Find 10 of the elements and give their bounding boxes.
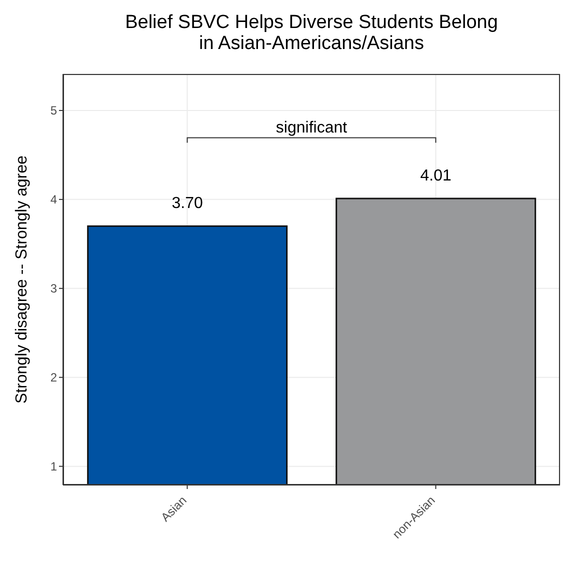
data-label: 4.01 xyxy=(420,168,452,185)
y-tick-label: 3 xyxy=(50,282,58,296)
y-tick-label: 1 xyxy=(50,460,58,474)
y-tick-label: 5 xyxy=(50,104,58,118)
y-tick-label: 2 xyxy=(50,370,58,385)
annotation: significant xyxy=(276,120,348,137)
chart-title: Belief SBVC Helps Diverse Students Belong in Asian-Americans/Asians xyxy=(125,12,498,54)
y-axis-title: Strongly disagree -- Strongly agree xyxy=(14,155,31,404)
data-label: 3.70 xyxy=(172,195,204,212)
y-tick-label: 4 xyxy=(50,192,58,207)
